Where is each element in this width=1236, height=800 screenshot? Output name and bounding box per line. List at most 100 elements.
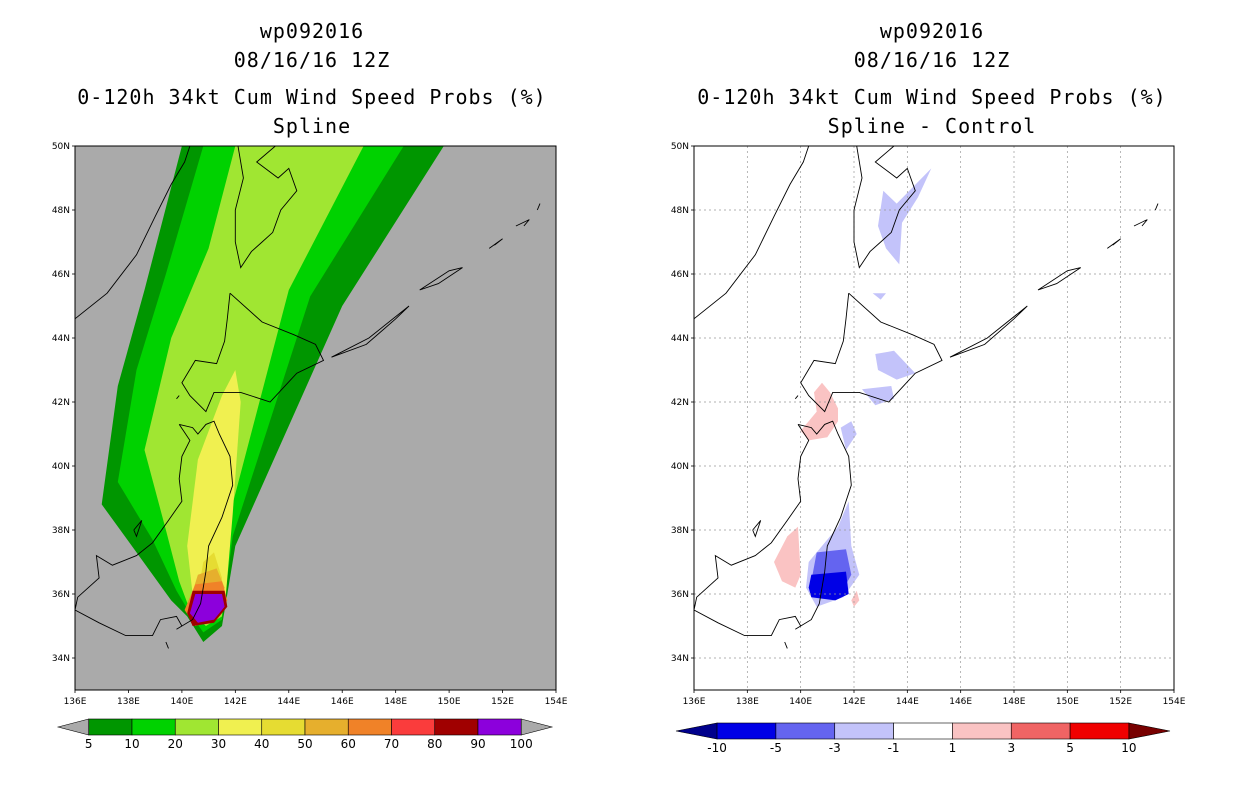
left-colorbar-box: [304, 718, 349, 736]
right-colorbar-label: 5: [1066, 741, 1074, 755]
left-contour-30-40-3: [187, 370, 241, 620]
left-ytick-label: 46N: [52, 270, 70, 280]
left-colorbar-box: [391, 718, 436, 736]
left-xtick-label: 152E: [491, 697, 514, 707]
right-ytick-label: 38N: [671, 526, 689, 536]
right-contour-1 to 3-8: [800, 382, 838, 441]
left-colorbar-label: 50: [297, 737, 312, 751]
left-xtick-label: 154E: [545, 697, 568, 707]
right-coastline: [800, 292, 943, 413]
left-xtick-label: 136E: [64, 697, 87, 707]
left-ytick-label: 34N: [52, 654, 70, 664]
left-colorbar-box: [88, 718, 133, 736]
left-colorbar-label: 80: [427, 737, 442, 751]
right-contour-1 to 3-10: [851, 590, 860, 607]
left-title-date: 08/16/16 12Z: [233, 48, 391, 72]
right-coastline: [694, 420, 852, 637]
right-colorbar-over-arrow: [1128, 722, 1171, 740]
left-xtick-label: 144E: [277, 697, 300, 707]
left-ytick-label: 50N: [52, 142, 70, 152]
right-colorbar-label: -1: [888, 741, 900, 755]
right-colorbar-box: [716, 722, 777, 740]
right-xtick-label: 142E: [843, 697, 866, 707]
right-coastline: [1037, 267, 1081, 291]
left-coastline: [331, 305, 410, 358]
right-chart-title: wp092016 08/16/16 12Z 0-120h 34kt Cum Wi…: [672, 17, 1192, 141]
left-ytick-label: 44N: [52, 334, 70, 344]
right-ytick-label: 46N: [671, 270, 689, 280]
left-colorbar-label: 40: [254, 737, 269, 751]
right-colorbar-label: -10: [707, 741, 727, 755]
left-xtick-label: 148E: [384, 697, 407, 707]
right-ytick-label: 40N: [671, 462, 689, 472]
left-ytick-label: 48N: [52, 206, 70, 216]
left-title-method: Spline: [272, 114, 352, 138]
left-coastline: [165, 641, 169, 649]
right-coastline: [1133, 219, 1148, 227]
right-contour--3 to -1-1: [872, 293, 886, 300]
right-contour-1 to 3-9: [774, 526, 801, 588]
left-colorbar-box: [261, 718, 306, 736]
left-coastline: [75, 146, 191, 320]
right-coastline: [794, 395, 799, 400]
right-ytick-label: 44N: [671, 334, 689, 344]
left-map-panel: 136E 138E 140E 142E 144E 146E 148E 150E 152E 154E…: [52, 142, 568, 707]
left-map-frame: [74, 145, 557, 691]
left-coastline: [176, 395, 180, 400]
left-xtick-label: 138E: [117, 697, 140, 707]
right-xtick-label: 154E: [1163, 697, 1186, 707]
left-colorbar-box: [347, 718, 392, 736]
left-colorbar-label: 30: [211, 737, 226, 751]
right-title-storm-id: wp092016: [879, 19, 985, 43]
left-ytick-label: 42N: [52, 398, 70, 408]
right-xtick-label: 136E: [683, 697, 706, 707]
left-colorbar-label: 70: [384, 737, 399, 751]
right-contour--3 to -1-2: [875, 350, 916, 380]
right-map-frame: [693, 145, 1175, 691]
left-colorbar-label: 5: [85, 737, 93, 751]
left-coastline: [515, 219, 530, 227]
right-xtick-label: 140E: [789, 697, 812, 707]
right-title-method: Spline - Control: [827, 114, 1037, 138]
left-colorbar-box: [477, 718, 522, 736]
left-ytick-label: 36N: [52, 590, 70, 600]
right-coastline: [752, 520, 762, 538]
left-colorbar-box: [434, 718, 479, 736]
right-xtick-label: 138E: [736, 697, 759, 707]
left-coastline: [181, 292, 325, 413]
right-colorbar-box: [834, 722, 894, 740]
left-ytick-label: 38N: [52, 526, 70, 536]
right-ytick-label: 36N: [671, 590, 689, 600]
left-coastline: [419, 267, 463, 291]
right-contour--3 to -1-0: [878, 168, 932, 265]
left-coastline: [488, 238, 503, 249]
right-contour--3 to -1-4: [840, 421, 857, 450]
left-xtick-label: 146E: [331, 697, 354, 707]
right-map-panel: 136E 138E 140E 142E 144E 146E 148E 150E 152E 154E…: [671, 142, 1186, 707]
right-coastline: [784, 641, 788, 649]
right-title-date: 08/16/16 12Z: [853, 48, 1011, 72]
left-ytick-label: 40N: [52, 462, 70, 472]
right-coastline: [949, 305, 1028, 358]
right-title-product: 0-120h 34kt Cum Wind Speed Probs (%): [697, 85, 1167, 109]
left-coastline: [133, 520, 143, 538]
right-ytick-label: 50N: [671, 142, 689, 152]
right-xtick-label: 150E: [1056, 697, 1079, 707]
left-colorbar-box: [131, 718, 176, 736]
left-colorbar-under-arrow: [56, 718, 90, 736]
right-contour--3 to -1-3: [862, 386, 894, 406]
right-coastline: [694, 146, 810, 320]
left-coastline: [234, 146, 298, 269]
left-colorbar-box: [174, 718, 219, 736]
right-colorbar-label: 10: [1121, 741, 1136, 755]
right-colorbar-box: [1069, 722, 1130, 740]
right-xtick-label: 146E: [949, 697, 972, 707]
right-ytick-label: 34N: [671, 654, 689, 664]
right-colorbar-box: [952, 722, 1012, 740]
left-contour-90-100-8: [189, 594, 225, 623]
left-colorbar-over-arrow: [520, 718, 554, 736]
right-colorbar-box: [1010, 722, 1071, 740]
left-title-storm-id: wp092016: [259, 19, 365, 43]
right-colorbar-label: 3: [1007, 741, 1015, 755]
